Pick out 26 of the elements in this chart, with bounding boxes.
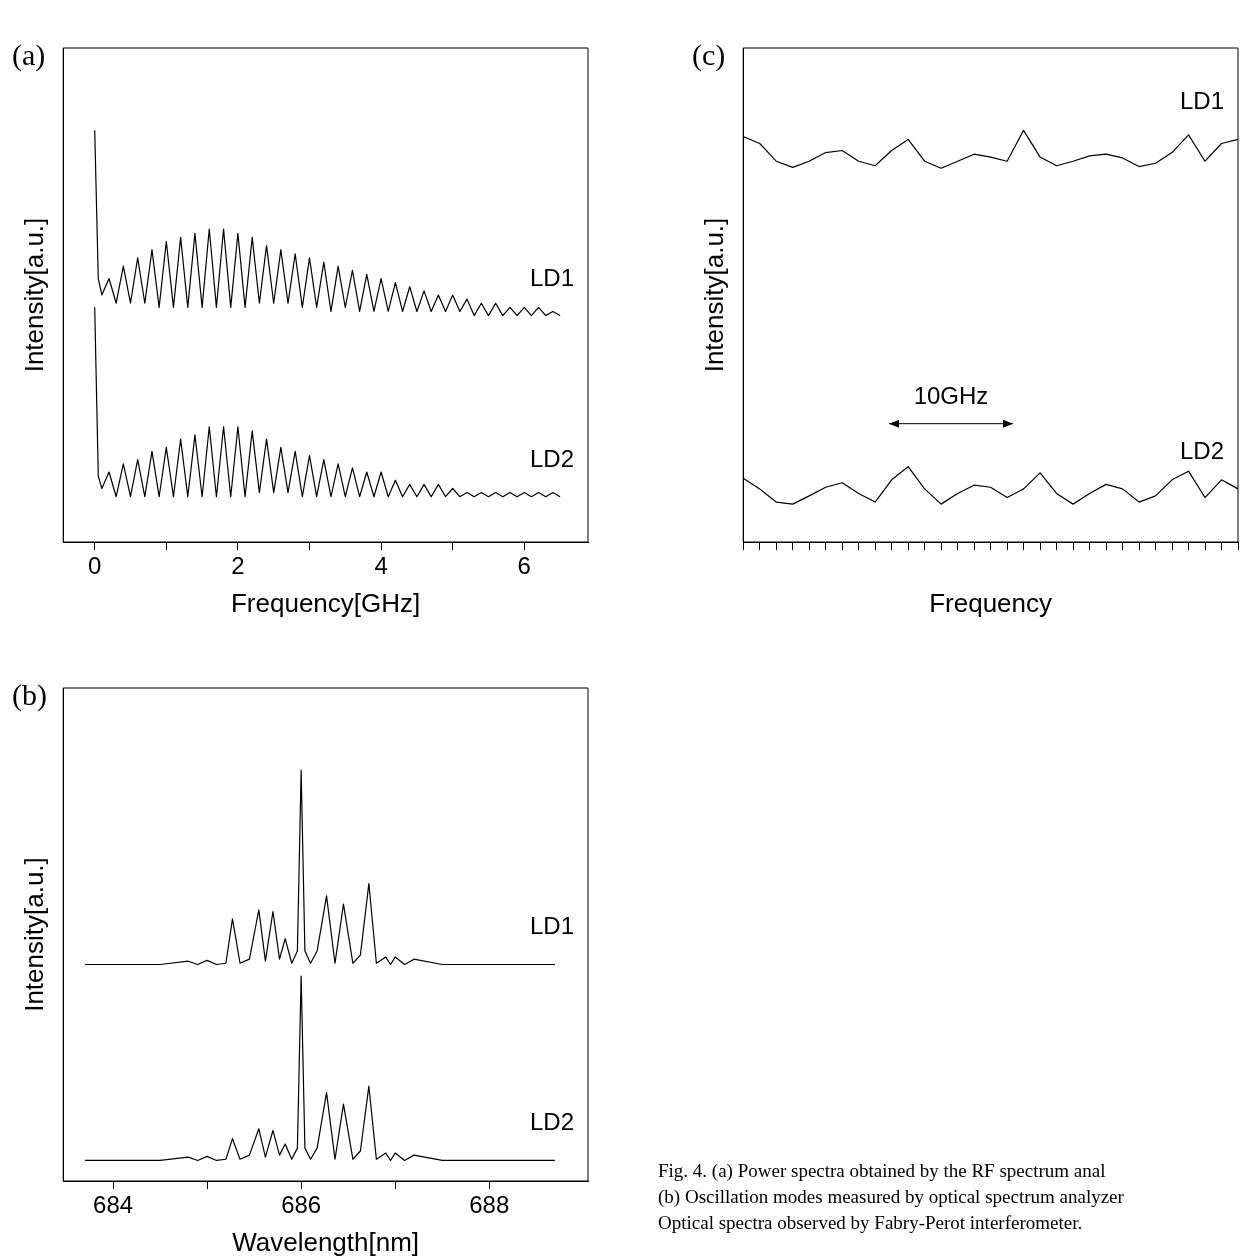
- chart-title: (c): [692, 38, 726, 72]
- series-label: LD1: [529, 263, 574, 291]
- x-axis-title: Wavelength[nm]: [232, 1226, 420, 1257]
- caption: Fig. 4. (a) Power spectra obtained by the RF spectrum anal: [658, 1159, 1107, 1183]
- x-axis-title: Frequency[GHz]: [230, 587, 421, 618]
- text: Optical spectra observed by Fabry-Perot interferometer.: [658, 1211, 1084, 1235]
- series-label: LD2: [529, 1108, 574, 1136]
- x-tick-label: 0: [88, 552, 102, 580]
- series-label: LD1: [1179, 87, 1224, 115]
- series-label: LD1: [529, 912, 574, 940]
- series-label: LD2: [529, 444, 574, 472]
- text: (b) Oscillation modes measured by optical spectrum analyzer: [658, 1185, 1125, 1209]
- series-label: LD2: [1179, 436, 1224, 464]
- y-axis-title: Intensity[a.u.]: [18, 857, 49, 1012]
- y-axis-title: Intensity[a.u.]: [18, 217, 49, 373]
- y-axis-title: Intensity[a.u.]: [698, 217, 729, 373]
- chart-title: (b): [12, 678, 47, 712]
- annotation: 10GHz: [913, 381, 989, 409]
- x-tick-label: 684: [93, 1191, 134, 1219]
- x-tick-label: 6: [517, 552, 531, 580]
- x-tick-label: 688: [469, 1191, 510, 1219]
- chart-title: (a): [12, 38, 46, 72]
- x-tick-label: 4: [374, 552, 388, 580]
- x-tick-label: 686: [281, 1191, 322, 1219]
- x-tick-label: 2: [231, 552, 245, 580]
- x-axis-title: Frequency: [929, 587, 1053, 618]
